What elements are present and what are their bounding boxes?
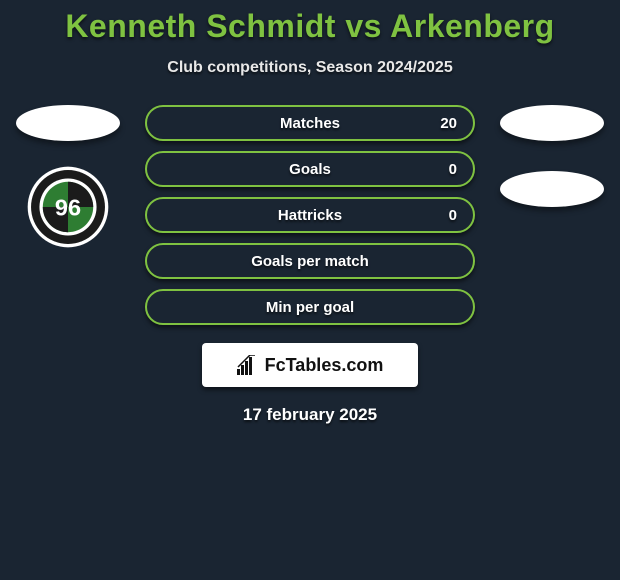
- date-text: 17 february 2025: [0, 405, 620, 425]
- stat-value-right: 20: [440, 115, 457, 132]
- main-grid: 96 Matches 20 Goals 0 Hattricks 0 Goals …: [0, 105, 620, 325]
- svg-text:96: 96: [55, 194, 81, 220]
- club-logo: 96: [26, 165, 110, 249]
- stat-label: Goals: [289, 161, 331, 178]
- brand-badge: FcTables.com: [202, 343, 418, 387]
- stat-row-min-per-goal: Min per goal: [145, 289, 475, 325]
- stat-row-matches: Matches 20: [145, 105, 475, 141]
- stats-column: Matches 20 Goals 0 Hattricks 0 Goals per…: [145, 105, 475, 325]
- stat-row-goals-per-match: Goals per match: [145, 243, 475, 279]
- page-title: Kenneth Schmidt vs Arkenberg: [0, 8, 620, 45]
- stat-value-right: 0: [449, 207, 457, 224]
- subtitle: Club competitions, Season 2024/2025: [0, 59, 620, 77]
- stat-row-hattricks: Hattricks 0: [145, 197, 475, 233]
- player-badge-right-2: [500, 171, 604, 207]
- right-column: [497, 105, 607, 207]
- stat-label: Goals per match: [251, 253, 369, 270]
- left-column: 96: [13, 105, 123, 249]
- stat-label: Hattricks: [278, 207, 342, 224]
- brand-text: FcTables.com: [265, 355, 384, 376]
- stat-label: Matches: [280, 115, 340, 132]
- stat-label: Min per goal: [266, 299, 354, 316]
- player-badge-right-1: [500, 105, 604, 141]
- stat-row-goals: Goals 0: [145, 151, 475, 187]
- bar-chart-icon: [237, 355, 259, 375]
- player-badge-left: [16, 105, 120, 141]
- stat-value-right: 0: [449, 161, 457, 178]
